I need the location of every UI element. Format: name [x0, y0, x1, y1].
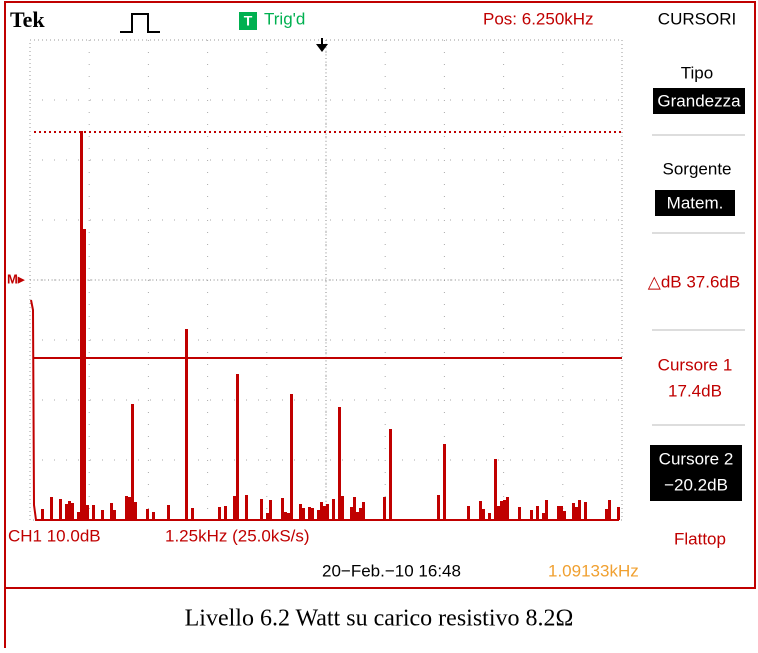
source-label: Sorgente — [663, 159, 732, 178]
trigger-status: Trig'd — [264, 9, 305, 28]
type-value-box — [653, 88, 745, 114]
menu-title: CURSORI — [658, 9, 736, 28]
cursor-2-label: Cursore 2 — [659, 449, 734, 468]
cursor-1-value[interactable]: 17.4dB — [668, 381, 722, 400]
source-value-box — [655, 190, 735, 216]
cursor-1-label: Cursore 1 — [658, 355, 733, 374]
frequency-readout: 1.09133kHz — [548, 561, 639, 580]
trigger-type-icon — [120, 13, 160, 33]
source-value[interactable]: Matem. — [667, 193, 724, 212]
type-label: Tipo — [681, 63, 713, 82]
window-type: Flattop — [674, 529, 726, 548]
position: Pos: 6.250kHz — [483, 9, 594, 28]
logo: Tek — [10, 7, 45, 32]
cursor-2-value[interactable]: −20.2dB — [664, 475, 728, 494]
spectrum-trace — [30, 131, 620, 521]
date-time: 20−Feb.−10 16:48 — [322, 561, 461, 580]
trigger-icon-box — [239, 12, 257, 30]
cursor-2-box — [650, 445, 742, 501]
trigger-position-arrow — [316, 38, 328, 52]
caption: Livello 6.2 Watt su carico resistivo 8.2… — [185, 606, 574, 632]
trigger-icon: T — [244, 13, 253, 29]
channel-scale: CH1 10.0dB — [8, 526, 101, 545]
delta-readout[interactable]: △dB 37.6dB — [648, 272, 740, 291]
math-marker: M▸ — [7, 271, 26, 286]
type-value[interactable]: Grandezza — [657, 91, 741, 110]
graticule — [30, 40, 622, 520]
screen-frame — [4, 1, 756, 589]
timebase: 1.25kHz (25.0kS/s) — [165, 526, 310, 545]
